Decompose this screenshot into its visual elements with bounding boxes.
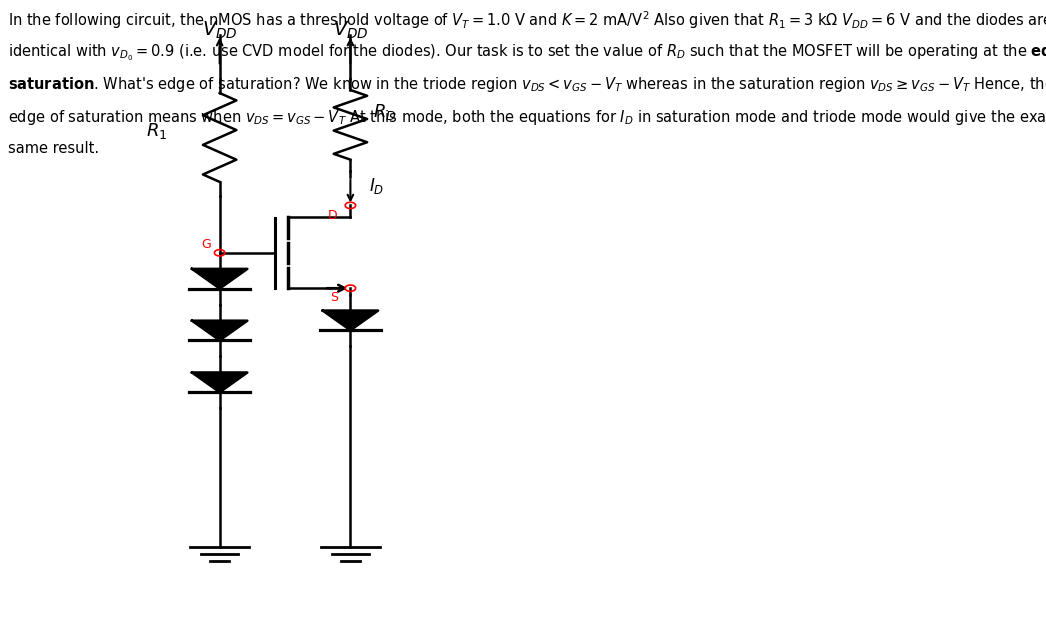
Polygon shape <box>323 310 378 331</box>
Text: D: D <box>328 209 338 222</box>
Polygon shape <box>192 269 247 289</box>
Text: edge of saturation means when $v_{DS} = v_{GS} - V_T$ At this mode, both the equ: edge of saturation means when $v_{DS} = … <box>8 108 1046 127</box>
Text: G: G <box>202 238 211 251</box>
Text: $I_D$: $I_D$ <box>369 176 385 197</box>
Text: $V_{DD}$: $V_{DD}$ <box>202 20 237 41</box>
Text: $R_D$: $R_D$ <box>373 102 397 122</box>
Text: $R_1$: $R_1$ <box>146 121 167 141</box>
Polygon shape <box>192 372 247 392</box>
Text: $V_{DD}$: $V_{DD}$ <box>333 20 368 41</box>
Polygon shape <box>192 320 247 341</box>
Text: identical with $v_{D_0} = 0.9$ (i.e. use CVD model for the diodes). Our task is : identical with $v_{D_0} = 0.9$ (i.e. use… <box>8 42 1046 63</box>
Text: $\mathbf{saturation}$. What's edge of saturation? We know in the triode region $: $\mathbf{saturation}$. What's edge of sa… <box>8 75 1046 94</box>
Text: S: S <box>329 291 338 305</box>
Text: same result.: same result. <box>8 141 99 156</box>
Text: In the following circuit, the nMOS has a threshold voltage of $V_T = 1.0$ V and : In the following circuit, the nMOS has a… <box>8 9 1046 31</box>
